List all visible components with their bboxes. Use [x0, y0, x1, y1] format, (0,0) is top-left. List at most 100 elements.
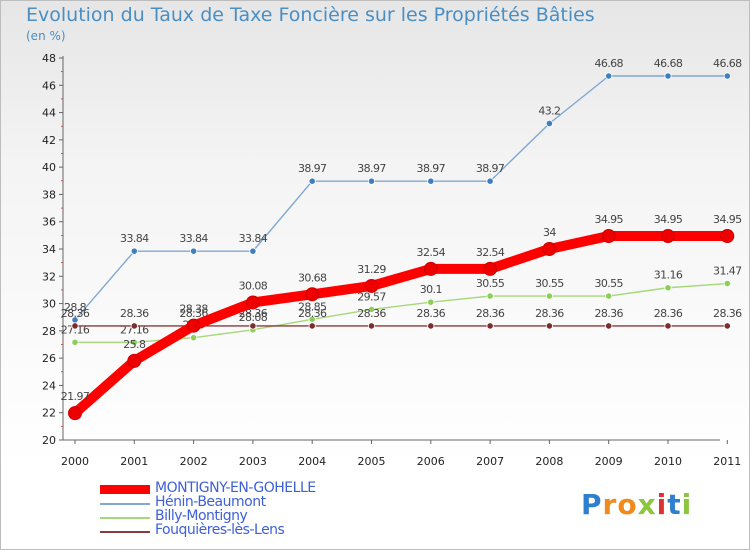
y-tick-label: 42 — [42, 134, 56, 147]
data-label: 28.08 — [239, 311, 268, 324]
data-point — [605, 292, 613, 300]
y-tick-label: 44 — [42, 107, 56, 120]
y-tick-label: 28 — [42, 325, 56, 338]
data-point — [186, 318, 201, 333]
data-point — [664, 284, 672, 292]
data-label: 30.55 — [476, 277, 505, 290]
data-point — [542, 242, 557, 256]
data-point — [483, 261, 498, 276]
data-point — [605, 72, 613, 80]
data-point — [427, 298, 435, 306]
data-point — [664, 72, 672, 80]
data-point — [661, 229, 675, 244]
data-point — [305, 287, 320, 302]
data-point — [720, 229, 735, 244]
data-label: 28.85 — [298, 300, 327, 313]
x-tick-label: 2002 — [180, 455, 208, 468]
proxiti-logo: Proxiti — [581, 488, 692, 521]
logo-letter: t — [667, 488, 682, 521]
data-point — [605, 322, 613, 330]
legend-label: Hénin-Beaumont — [155, 494, 266, 510]
data-point — [130, 322, 138, 330]
legend-swatch — [100, 517, 150, 519]
y-tick-label: 46 — [42, 79, 56, 92]
data-point — [545, 119, 554, 128]
data-label: 25.8 — [123, 338, 146, 351]
data-label: 38.97 — [298, 162, 327, 175]
data-label: 21.97 — [61, 390, 90, 403]
data-point — [127, 353, 142, 368]
data-label: 28.36 — [120, 307, 149, 320]
x-tick-label: 2004 — [298, 455, 326, 468]
data-label: 32.54 — [417, 246, 446, 259]
data-point — [308, 322, 316, 330]
y-tick-label: 20 — [42, 434, 56, 447]
x-tick-label: 2009 — [595, 455, 623, 468]
data-label: 46.68 — [594, 57, 623, 70]
line-chart: 20 22 24 26 28 30 32 34 36 38 40 42 44 46 48 2000 2001 20… — [42, 52, 743, 468]
y-tick-label: 24 — [42, 379, 56, 392]
data-point — [364, 278, 379, 293]
data-label: 30.68 — [298, 271, 327, 284]
y-tick-label: 26 — [42, 352, 56, 365]
data-label: 43.2 — [538, 104, 560, 117]
x-tick-label: 2007 — [476, 455, 504, 468]
x-tick-label: 2010 — [654, 455, 682, 468]
x-tick-label: 2001 — [120, 455, 148, 468]
data-label: 28.36 — [654, 307, 683, 320]
data-point — [664, 322, 672, 330]
data-point — [71, 322, 79, 330]
data-label: 31.47 — [713, 265, 742, 278]
data-point — [190, 334, 198, 342]
data-point — [245, 295, 260, 310]
y-tick-label: 48 — [42, 52, 56, 65]
data-label: 28.36 — [357, 307, 386, 320]
legend-swatch — [100, 503, 150, 505]
logo-letter: o — [617, 488, 638, 521]
y-tick-label: 40 — [42, 161, 56, 174]
data-point — [486, 292, 494, 300]
y-tick-label: 34 — [42, 243, 56, 256]
data-label: 28.8 — [64, 301, 87, 314]
data-label: 31.16 — [654, 269, 683, 282]
x-tick-label: 2008 — [535, 455, 563, 468]
data-label: 28.36 — [476, 307, 505, 320]
unit-label: (en %) — [26, 29, 66, 43]
legend-item: Hénin-Beaumont — [100, 494, 430, 511]
series-line-montigny-en-gohelle — [70, 231, 733, 419]
data-label: 38.97 — [357, 162, 386, 175]
data-point — [545, 322, 554, 330]
legend-label: Billy-Montigny — [155, 508, 248, 524]
data-label: 33.84 — [120, 232, 149, 245]
x-tick-label: 2000 — [61, 455, 89, 468]
data-point — [427, 322, 435, 330]
series-line-h-nin-beaumont — [74, 75, 728, 321]
data-label: 38.97 — [476, 162, 505, 175]
legend-item: MONTIGNY-EN-GOHELLE — [100, 480, 430, 497]
data-label: 30.1 — [420, 283, 442, 296]
legend-item: Fouquières-lès-Lens — [100, 522, 430, 539]
data-label: 29.57 — [357, 290, 386, 303]
data-label: 33.84 — [179, 232, 208, 245]
chart-title: Evolution du Taux de Taxe Foncière sur l… — [26, 4, 595, 26]
legend-swatch — [100, 531, 150, 533]
data-point — [486, 177, 494, 185]
y-tick-label: 36 — [42, 216, 56, 229]
data-point — [601, 229, 616, 244]
data-label: 32.54 — [476, 246, 505, 259]
y-tick-label: 38 — [42, 188, 56, 201]
y-tick-label: 30 — [42, 298, 56, 311]
data-label: 34.95 — [713, 213, 742, 226]
data-label: 28.36 — [417, 307, 446, 320]
data-label: 31.29 — [357, 263, 386, 276]
data-label: 28.36 — [535, 307, 564, 320]
data-point — [249, 247, 257, 255]
data-label: 28.36 — [179, 307, 208, 320]
data-point — [367, 177, 376, 185]
y-tick-label: 32 — [42, 270, 56, 283]
data-label: 28.36 — [298, 307, 327, 320]
data-point — [367, 322, 376, 330]
data-label: 30.08 — [239, 279, 268, 292]
legend-item: Billy-Montigny — [100, 508, 430, 525]
